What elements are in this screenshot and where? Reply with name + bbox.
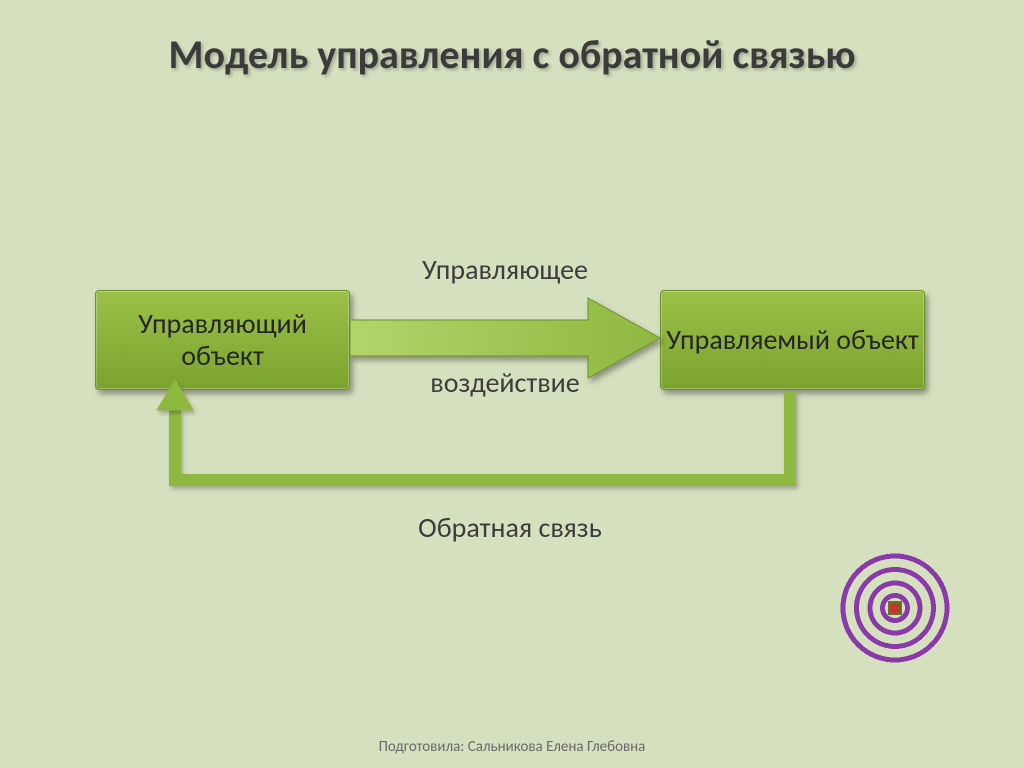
control-action-label-bottom: воздействие [360, 365, 650, 400]
target-icon [837, 550, 953, 666]
control-action-label-top: Управляющее [360, 252, 650, 287]
slide: Модель управления с обратной связью Упра… [0, 0, 1024, 768]
footer-credit: Подготовила: Сальникова Елена Глебовна [0, 738, 1024, 756]
feedback-label: Обратная связь [300, 510, 720, 545]
